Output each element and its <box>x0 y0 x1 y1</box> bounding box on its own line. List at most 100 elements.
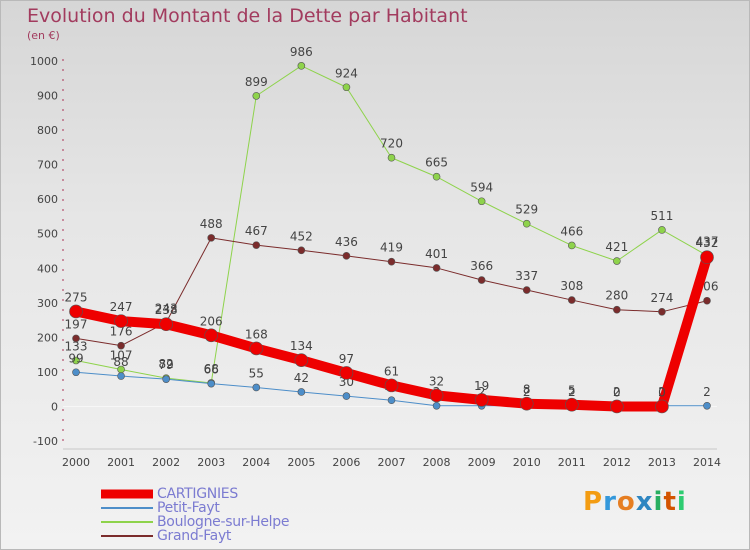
legend-item-grand-fayt: Grand-Fayt <box>101 528 289 544</box>
data-label-petit-fayt: 2 <box>523 385 531 399</box>
data-point-grand-fayt <box>522 286 531 294</box>
data-point-grand-fayt <box>387 257 396 266</box>
data-point-petit-fayt <box>342 392 351 400</box>
y-tick-label: 100 <box>37 366 58 379</box>
data-point-grand-fayt <box>703 296 711 305</box>
legend-label-grand-fayt: Grand-Fayt <box>157 528 232 544</box>
data-point-cartignies <box>294 353 309 367</box>
data-point-grand-fayt <box>72 334 80 343</box>
x-tick-label: 2004 <box>242 456 270 469</box>
x-tick-label: 2011 <box>558 456 586 469</box>
proxiti-logo: Proxiti <box>583 487 687 517</box>
x-tick-label: 2008 <box>423 456 451 469</box>
data-point-cartignies <box>700 250 714 265</box>
data-point-cartignies <box>159 317 173 332</box>
data-point-boulogne-sur-helpe <box>432 172 441 181</box>
x-tick-label: 2000 <box>62 456 90 469</box>
data-point-grand-fayt <box>207 234 216 242</box>
data-label-boulogne-sur-helpe: 437 <box>696 234 719 248</box>
legend-label-boulogne-sur-helpe: Boulogne-sur-Helpe <box>157 514 290 530</box>
data-label-grand-fayt: 337 <box>515 269 538 283</box>
data-label-grand-fayt: 366 <box>470 259 493 273</box>
x-tick-label: 2014 <box>693 456 721 469</box>
y-tick-label: 800 <box>37 124 58 137</box>
data-label-cartignies: 247 <box>110 300 133 314</box>
data-point-cartignies <box>655 399 669 414</box>
data-label-boulogne-sur-helpe: 720 <box>380 137 403 151</box>
data-point-cartignies <box>384 378 399 393</box>
data-label-cartignies: 206 <box>200 314 223 328</box>
data-label-cartignies: 238 <box>155 303 178 317</box>
data-point-cartignies <box>69 304 83 319</box>
data-point-boulogne-sur-helpe <box>522 219 531 228</box>
data-point-petit-fayt <box>117 372 125 380</box>
data-point-boulogne-sur-helpe <box>477 197 486 206</box>
y-tick-label: 1000 <box>30 55 58 68</box>
data-label-petit-fayt: 2 <box>568 385 576 399</box>
x-tick-label: 2009 <box>468 456 496 469</box>
data-label-boulogne-sur-helpe: 133 <box>65 340 88 354</box>
legend-swatch-boulogne-sur-helpe <box>101 521 153 523</box>
data-point-cartignies <box>474 393 489 407</box>
data-label-grand-fayt: 274 <box>650 291 673 305</box>
y-tick-label: 500 <box>37 228 58 241</box>
data-label-boulogne-sur-helpe: 986 <box>290 45 313 59</box>
y-tick-label: 900 <box>37 90 58 103</box>
x-tick-label: 2010 <box>513 456 541 469</box>
data-label-boulogne-sur-helpe: 594 <box>470 180 493 194</box>
data-point-grand-fayt <box>117 341 125 350</box>
data-label-grand-fayt: 280 <box>605 289 628 303</box>
data-point-boulogne-sur-helpe <box>252 92 261 100</box>
data-label-cartignies: 0 <box>658 385 666 399</box>
data-label-grand-fayt: 176 <box>110 325 133 339</box>
logo-letter: t <box>663 487 677 517</box>
legend: CARTIGNIES Petit-Fayt Boulogne-sur-Helpe… <box>101 486 290 544</box>
data-label-boulogne-sur-helpe: 511 <box>650 209 673 223</box>
data-label-cartignies: 134 <box>290 339 313 353</box>
chart-title: Evolution du Montant de la Dette par Hab… <box>27 5 468 27</box>
data-label-boulogne-sur-helpe: 665 <box>425 156 448 170</box>
legend-swatch-petit-fayt <box>101 507 153 509</box>
x-tick-label: 2002 <box>152 456 180 469</box>
data-point-cartignies <box>429 388 444 403</box>
data-label-cartignies: 0 <box>613 385 621 399</box>
logo-letter: o <box>616 487 636 517</box>
data-label-boulogne-sur-helpe: 899 <box>245 75 268 89</box>
data-point-petit-fayt <box>432 401 441 410</box>
data-point-grand-fayt <box>252 241 261 249</box>
data-label-cartignies: 97 <box>339 352 354 366</box>
data-label-boulogne-sur-helpe: 421 <box>605 240 628 254</box>
logo-letter: i <box>676 487 687 517</box>
legend-label-cartignies: CARTIGNIES <box>157 486 238 502</box>
data-point-cartignies <box>564 397 579 412</box>
data-label-grand-fayt: 488 <box>200 217 223 231</box>
data-label-petit-fayt: 88 <box>113 355 128 369</box>
data-label-cartignies: 32 <box>429 374 444 388</box>
data-label-boulogne-sur-helpe: 529 <box>515 203 538 217</box>
data-label-cartignies: 19 <box>474 379 489 393</box>
data-label-petit-fayt: 79 <box>159 358 174 372</box>
data-point-cartignies <box>204 328 219 343</box>
data-label-grand-fayt: 452 <box>290 229 313 243</box>
x-tick-label: 2013 <box>648 456 676 469</box>
x-tick-label: 2007 <box>378 456 406 469</box>
legend-item-petit-fayt: Petit-Fayt <box>101 500 289 516</box>
data-label-petit-fayt: 55 <box>249 366 264 380</box>
data-label-boulogne-sur-helpe: 924 <box>335 66 358 80</box>
data-point-grand-fayt <box>613 305 621 314</box>
logo-letter: i <box>653 487 664 517</box>
data-point-grand-fayt <box>477 276 486 284</box>
data-point-boulogne-sur-helpe <box>297 62 306 70</box>
data-point-petit-fayt <box>207 379 216 388</box>
data-label-cartignies: 8 <box>523 383 531 397</box>
data-point-petit-fayt <box>252 383 261 392</box>
data-point-cartignies <box>610 399 624 414</box>
data-point-grand-fayt <box>658 307 666 316</box>
data-point-boulogne-sur-helpe <box>658 226 666 234</box>
x-tick-label: 2001 <box>107 456 135 469</box>
data-point-petit-fayt <box>387 396 396 405</box>
x-tick-label: 2006 <box>332 456 360 469</box>
data-label-petit-fayt: 66 <box>204 363 219 377</box>
x-tick-label: 2012 <box>603 456 631 469</box>
